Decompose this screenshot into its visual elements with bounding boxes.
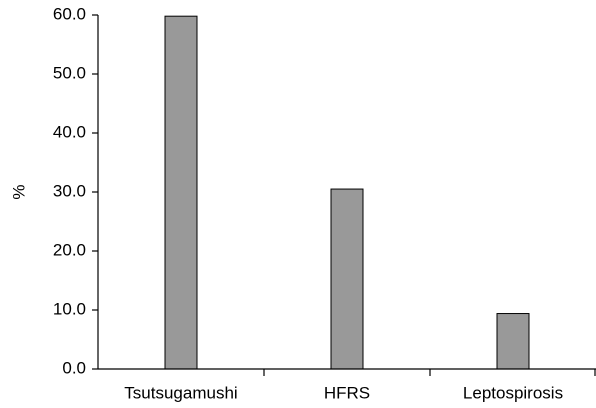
y-tick-label: 10.0: [53, 299, 86, 318]
y-axis-ticks: 0.0 10.0 20.0 30.0 40.0 50.0 60.0: [53, 4, 98, 377]
bar-leptospirosis: [496, 313, 530, 370]
y-tick-label: 20.0: [53, 240, 86, 259]
bars: [164, 15, 530, 370]
x-tick-label: Leptospirosis: [463, 383, 563, 402]
x-axis-ticks: Tsutsugamushi HFRS Leptospirosis: [124, 369, 596, 402]
y-tick-label: 0.0: [62, 358, 86, 377]
y-axis-title: %: [9, 184, 28, 199]
bar-tsutsugamushi: [164, 15, 198, 370]
x-tick-label: Tsutsugamushi: [124, 383, 237, 402]
y-tick-label: 50.0: [53, 63, 86, 82]
x-tick-label: HFRS: [324, 383, 370, 402]
y-tick-label: 60.0: [53, 4, 86, 23]
y-tick-label: 30.0: [53, 181, 86, 200]
y-tick-label: 40.0: [53, 122, 86, 141]
bar-hfrs: [330, 188, 364, 370]
